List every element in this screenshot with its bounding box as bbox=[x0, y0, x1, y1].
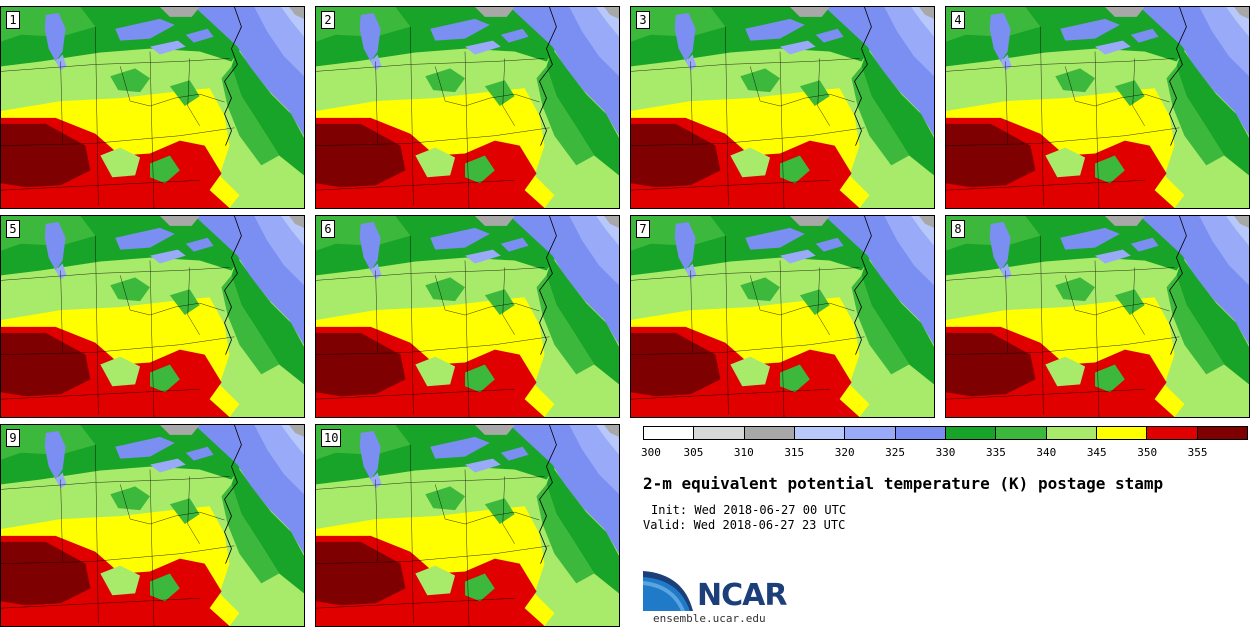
member-number-label: 7 bbox=[636, 220, 650, 238]
theta-e-map bbox=[1, 425, 304, 626]
valid-time: Valid: Wed 2018-06-27 23 UTC bbox=[643, 518, 846, 532]
member-number-label: 10 bbox=[321, 429, 342, 447]
ensemble-member-map-4: 4 bbox=[945, 6, 1250, 209]
colorbar-tick-label: 305 bbox=[683, 446, 704, 459]
ensemble-member-map-3: 3 bbox=[630, 6, 935, 209]
theta-e-map bbox=[1, 216, 304, 417]
theta-e-map bbox=[946, 7, 1249, 208]
member-number-label: 1 bbox=[6, 11, 20, 29]
colorbar-segment bbox=[644, 427, 694, 439]
ensemble-member-map-5: 5 bbox=[0, 215, 305, 418]
colorbar-segment bbox=[995, 427, 1046, 439]
member-number-label: 3 bbox=[636, 11, 650, 29]
colorbar-segment bbox=[894, 427, 945, 439]
site-url[interactable]: ensemble.ucar.edu bbox=[653, 612, 766, 625]
theta-e-map bbox=[631, 216, 934, 417]
colorbar-tick-label: 300 bbox=[641, 446, 661, 459]
colorbar-tick-label: 340 bbox=[1036, 446, 1057, 459]
member-number-label: 2 bbox=[321, 11, 335, 29]
colorbar-tick-label: 330 bbox=[935, 446, 956, 459]
colorbar-segment bbox=[1095, 427, 1147, 439]
member-number-label: 6 bbox=[321, 220, 335, 238]
colorbar-segment bbox=[793, 427, 845, 439]
colorbar-segment bbox=[1196, 427, 1247, 439]
init-time: Init: Wed 2018-06-27 00 UTC bbox=[651, 503, 847, 517]
ensemble-member-map-10: 10 bbox=[315, 424, 620, 627]
colorbar-segment bbox=[1045, 427, 1096, 439]
colorbar-tick-label: 335 bbox=[985, 446, 1006, 459]
ensemble-member-map-1: 1 bbox=[0, 6, 305, 209]
colorbar-segment bbox=[844, 427, 895, 439]
logo-wordmark: NCAR bbox=[697, 578, 787, 613]
colorbar-ticks: 300 305 310 315 320 325 330 335 340 345 350 355 bbox=[641, 446, 1248, 460]
colorbar-tick-label: 355 bbox=[1187, 446, 1208, 459]
ensemble-member-map-2: 2 bbox=[315, 6, 620, 209]
colorbar-segment bbox=[743, 427, 794, 439]
colorbar-segment bbox=[944, 427, 996, 439]
colorbar-tick-label: 320 bbox=[834, 446, 855, 459]
theta-e-map bbox=[316, 425, 619, 626]
member-number-label: 8 bbox=[951, 220, 965, 238]
ensemble-member-map-6: 6 bbox=[315, 215, 620, 418]
figure-title: 2-m equivalent potential temperature (K)… bbox=[643, 474, 1164, 493]
member-number-label: 4 bbox=[951, 11, 965, 29]
colorbar-tick-label: 325 bbox=[885, 446, 906, 459]
theta-e-map bbox=[631, 7, 934, 208]
theta-e-map bbox=[316, 216, 619, 417]
colorbar-segment bbox=[1146, 427, 1197, 439]
colorbar-tick-label: 310 bbox=[733, 446, 754, 459]
ncar-logo-icon bbox=[643, 571, 693, 611]
colorbar-segment bbox=[693, 427, 744, 439]
ensemble-member-map-8: 8 bbox=[945, 215, 1250, 418]
theta-e-map bbox=[1, 7, 304, 208]
member-number-label: 5 bbox=[6, 220, 20, 238]
theta-e-map bbox=[946, 216, 1249, 417]
theta-e-map bbox=[316, 7, 619, 208]
ensemble-member-map-9: 9 bbox=[0, 424, 305, 627]
colorbar-tick-label: 350 bbox=[1137, 446, 1158, 459]
colorbar-tick-label: 345 bbox=[1086, 446, 1107, 459]
colorbar-tick-label: 315 bbox=[784, 446, 805, 459]
colorbar bbox=[643, 426, 1248, 440]
ensemble-member-map-7: 7 bbox=[630, 215, 935, 418]
member-number-label: 9 bbox=[6, 429, 20, 447]
